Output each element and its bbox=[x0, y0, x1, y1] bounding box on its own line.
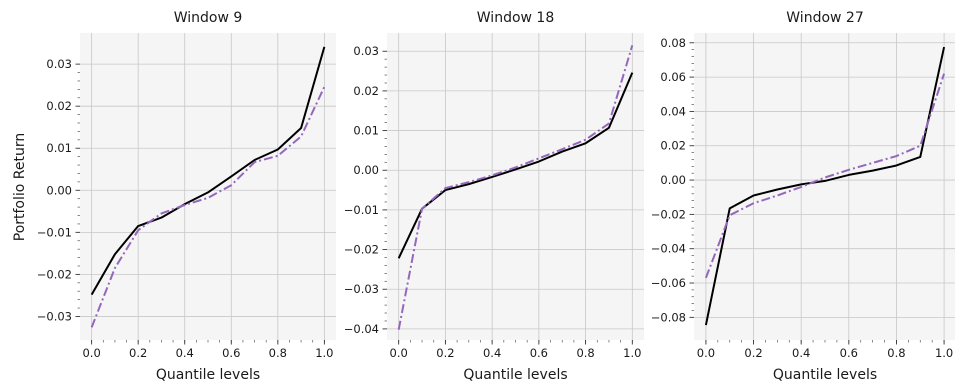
y-tick-label: −0.04 bbox=[344, 322, 379, 336]
y-tick-label: −0.02 bbox=[651, 207, 686, 221]
series-line-purple bbox=[90, 86, 326, 328]
x-tick-label: 0.2 bbox=[744, 346, 762, 360]
x-tick-label: 0.2 bbox=[436, 346, 454, 360]
x-tick-label: 0.8 bbox=[576, 346, 594, 360]
figure-ylabel: Portfolio Return bbox=[12, 133, 28, 242]
x-tick-label: 0.6 bbox=[840, 346, 858, 360]
y-tick-label: −0.02 bbox=[37, 267, 72, 281]
x-axis-label: Quantile levels bbox=[156, 367, 260, 383]
x-tick-label: 0.4 bbox=[483, 346, 501, 360]
y-tick-label: 0.03 bbox=[46, 57, 72, 71]
y-tick-label: −0.03 bbox=[344, 282, 379, 296]
x-tick-label: 0.8 bbox=[887, 346, 905, 360]
x-axis-label: Quantile levels bbox=[773, 367, 877, 383]
x-tick-label: 1.0 bbox=[935, 346, 953, 360]
x-tick-label: 0.2 bbox=[129, 346, 147, 360]
x-tick-label: 0.4 bbox=[792, 346, 810, 360]
y-tick-label: −0.06 bbox=[651, 276, 686, 290]
y-tick-label: 0.01 bbox=[46, 141, 72, 155]
series-line-purple bbox=[397, 45, 634, 330]
y-tick-label: −0.02 bbox=[344, 243, 379, 257]
plot-area bbox=[80, 33, 336, 340]
y-tick-label: −0.04 bbox=[651, 242, 686, 256]
panel-2: 0.0 0.2 0.4 0.6 0.8 1.0 −0.04 −0.03 −0.02 −0.01 0.… bbox=[344, 10, 644, 383]
x-tick-label: 0.0 bbox=[390, 346, 408, 360]
y-tick-label: −0.08 bbox=[651, 310, 686, 324]
y-tick-label: 0.02 bbox=[660, 139, 686, 153]
y-tick-label: 0.06 bbox=[660, 70, 686, 84]
x-tick-label: 0.6 bbox=[530, 346, 548, 360]
y-tick-label: 0.02 bbox=[46, 99, 72, 113]
x-tick-label: 0.8 bbox=[269, 346, 287, 360]
x-tick-label: 1.0 bbox=[623, 346, 641, 360]
y-tick-label: −0.03 bbox=[37, 309, 72, 323]
y-tick-label: 0.00 bbox=[353, 163, 379, 177]
x-tick-label: 1.0 bbox=[315, 346, 333, 360]
y-tick-label: 0.04 bbox=[660, 104, 686, 118]
x-tick-label: 0.4 bbox=[176, 346, 194, 360]
panel-1: 0.0 0.2 0.4 0.6 0.8 1.0 −0.03 −0.02 −0.01 0.00 0.0… bbox=[37, 10, 336, 383]
y-tick-label: 0.02 bbox=[353, 84, 379, 98]
plot-area bbox=[694, 33, 955, 340]
y-tick-label: 0.01 bbox=[353, 124, 379, 138]
x-axis-label: Quantile levels bbox=[463, 367, 567, 383]
series-line-black bbox=[704, 46, 946, 326]
x-tick-label: 0.0 bbox=[697, 346, 715, 360]
panel-3: 0.0 0.2 0.4 0.6 0.8 1.0 −0.08 −0.06 −0.04 −0.02 0.… bbox=[651, 10, 955, 383]
plot-area bbox=[387, 33, 644, 340]
y-tick-label: −0.01 bbox=[344, 203, 379, 217]
series-line-black bbox=[90, 46, 326, 296]
y-tick-label: 0.00 bbox=[46, 183, 72, 197]
panel-title: Window 27 bbox=[786, 10, 863, 26]
panel-title: Window 9 bbox=[174, 10, 243, 26]
y-tick-label: −0.01 bbox=[37, 225, 72, 239]
x-tick-label: 0.0 bbox=[82, 346, 100, 360]
y-tick-label: 0.08 bbox=[660, 36, 686, 50]
y-tick-label: 0.00 bbox=[660, 173, 686, 187]
y-tick-label: 0.03 bbox=[353, 44, 379, 58]
panel-title: Window 18 bbox=[477, 10, 554, 26]
x-tick-label: 0.6 bbox=[222, 346, 240, 360]
